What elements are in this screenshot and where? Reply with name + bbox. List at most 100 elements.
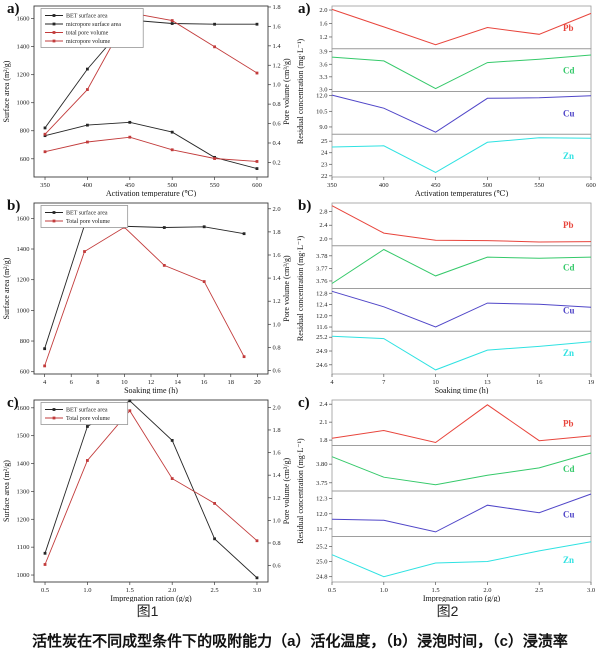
svg-text:0.6: 0.6 — [273, 368, 282, 375]
svg-text:3.9: 3.9 — [319, 49, 327, 56]
svg-text:1.4: 1.4 — [273, 43, 282, 50]
svg-text:Cu: Cu — [563, 108, 575, 118]
svg-text:550: 550 — [534, 182, 544, 189]
svg-text:Surface area (m²/g): Surface area (m²/g) — [2, 60, 11, 122]
svg-text:2.4: 2.4 — [319, 401, 328, 408]
figure1-panel-b-chart: 4 6 8 10 12 14 16 18 20 600 800 1000 1200 1400 1600 0.6… — [2, 202, 291, 394]
svg-text:1.2: 1.2 — [273, 495, 281, 502]
svg-text:3.77: 3.77 — [316, 265, 328, 272]
svg-text:800: 800 — [20, 338, 30, 345]
svg-text:Pb: Pb — [563, 418, 574, 428]
svg-text:1400: 1400 — [17, 44, 30, 51]
svg-text:0.6: 0.6 — [273, 121, 282, 128]
svg-text:3.75: 3.75 — [316, 480, 327, 487]
svg-text:1.0: 1.0 — [380, 587, 388, 594]
svg-text:19: 19 — [588, 379, 595, 386]
svg-text:1.6: 1.6 — [273, 252, 282, 259]
svg-text:550: 550 — [210, 182, 220, 189]
panel-letter-c: c) — [298, 395, 310, 411]
svg-text:11.7: 11.7 — [316, 526, 328, 533]
panel-letter-b: b) — [298, 198, 312, 214]
svg-text:4: 4 — [330, 379, 334, 386]
svg-text:BET surface area: BET surface area — [66, 210, 108, 217]
svg-text:1.4: 1.4 — [273, 472, 282, 479]
svg-text:8: 8 — [96, 379, 99, 386]
svg-text:3.3: 3.3 — [319, 74, 327, 81]
svg-text:24.8: 24.8 — [316, 574, 327, 581]
svg-text:1600: 1600 — [17, 215, 30, 222]
svg-text:1600: 1600 — [17, 16, 30, 23]
svg-text:Residual concentration (mg·L⁻¹: Residual concentration (mg·L⁻¹) — [296, 438, 305, 544]
figure2-caption: 图2 — [436, 603, 459, 619]
svg-text:10: 10 — [121, 379, 128, 386]
svg-text:22: 22 — [321, 173, 328, 180]
figure2-panel-a: 2.0 1.6 1.2 Pb 3.9 3.6 3.3 3.0 Cd 12.0 10.5 9.0 Cu 25… — [295, 0, 600, 197]
svg-text:7: 7 — [382, 379, 386, 386]
svg-text:0.8: 0.8 — [273, 101, 281, 108]
svg-text:Residual concentration (mg·L⁻¹: Residual concentration (mg·L⁻¹) — [296, 236, 305, 342]
svg-text:2.8: 2.8 — [319, 209, 327, 216]
svg-text:1400: 1400 — [17, 461, 30, 468]
svg-text:Total pore volume: Total pore volume — [66, 219, 110, 225]
svg-text:1200: 1200 — [17, 516, 30, 523]
svg-text:3.76: 3.76 — [316, 278, 328, 285]
svg-text:1.5: 1.5 — [126, 587, 134, 594]
svg-text:20: 20 — [254, 379, 261, 386]
figure1-panel-a: 350 400 450 500 550 600 600 800 1000 1200 1400 1600… — [0, 0, 295, 197]
svg-text:Soaking time (h): Soaking time (h) — [435, 386, 489, 394]
svg-text:450: 450 — [431, 182, 441, 189]
svg-text:Pore volume (cm³/g): Pore volume (cm³/g) — [282, 457, 291, 524]
svg-text:12.4: 12.4 — [316, 302, 328, 309]
svg-text:2.5: 2.5 — [535, 587, 543, 594]
panel-letter-b: b) — [7, 198, 21, 214]
svg-text:1.6: 1.6 — [273, 450, 282, 457]
svg-text:2.5: 2.5 — [211, 587, 219, 594]
svg-text:25.2: 25.2 — [316, 334, 327, 341]
svg-text:10: 10 — [432, 379, 439, 386]
svg-text:Total pore volume: Total pore volume — [66, 416, 110, 422]
svg-text:BET surface area: BET surface area — [66, 13, 108, 20]
svg-text:2.4: 2.4 — [319, 222, 328, 229]
svg-text:500: 500 — [167, 182, 177, 189]
svg-text:1200: 1200 — [17, 277, 30, 284]
figure2-panel-b: 2.8 2.4 2.0 Pb 3.78 3.77 3.76 Cd 12.8 12.4 12.0 11.… — [295, 197, 600, 394]
svg-text:0.2: 0.2 — [273, 159, 281, 166]
svg-text:3.0: 3.0 — [319, 86, 327, 93]
svg-text:1500: 1500 — [17, 433, 30, 440]
svg-text:Pb: Pb — [563, 23, 574, 33]
svg-text:1.0: 1.0 — [273, 321, 281, 328]
svg-text:1200: 1200 — [17, 72, 30, 79]
svg-text:16: 16 — [201, 379, 208, 386]
svg-text:24.6: 24.6 — [316, 362, 328, 369]
svg-text:2.0: 2.0 — [319, 7, 327, 14]
svg-text:2.1: 2.1 — [319, 419, 327, 426]
svg-text:24: 24 — [321, 150, 328, 157]
svg-text:25.2: 25.2 — [316, 543, 327, 550]
svg-text:1.5: 1.5 — [432, 587, 440, 594]
svg-text:16: 16 — [536, 379, 543, 386]
svg-text:1.0: 1.0 — [83, 587, 91, 594]
svg-text:1.0: 1.0 — [273, 517, 281, 524]
svg-text:12: 12 — [148, 379, 155, 386]
svg-text:1.8: 1.8 — [273, 229, 281, 236]
svg-text:2.0: 2.0 — [273, 404, 281, 411]
figure-2: 2.0 1.6 1.2 Pb 3.9 3.6 3.3 3.0 Cd 12.0 10.5 9.0 Cu 25… — [295, 0, 600, 620]
svg-text:350: 350 — [327, 182, 337, 189]
svg-text:1400: 1400 — [17, 246, 30, 253]
figure1-caption: 图1 — [136, 603, 159, 619]
svg-text:1000: 1000 — [17, 307, 30, 314]
svg-text:9.0: 9.0 — [319, 124, 327, 131]
svg-text:Activation temperatures (℃): Activation temperatures (℃) — [415, 189, 509, 197]
svg-text:1100: 1100 — [17, 544, 30, 551]
svg-text:Cd: Cd — [563, 464, 575, 474]
svg-text:1600: 1600 — [17, 405, 30, 412]
figure1-panel-c-chart: 0.5 1.0 1.5 2.0 2.5 3.0 1000 1100 1200 1300 1400 15… — [2, 399, 291, 602]
figure-1: 350 400 450 500 550 600 600 800 1000 1200 1400 1600… — [0, 0, 295, 620]
svg-text:3.78: 3.78 — [316, 253, 327, 260]
svg-text:13: 13 — [484, 379, 491, 386]
svg-text:0.8: 0.8 — [273, 344, 281, 351]
svg-text:total pore volume: total pore volume — [66, 31, 109, 37]
svg-text:micropore surface area: micropore surface area — [66, 21, 121, 28]
svg-text:1.4: 1.4 — [273, 275, 282, 282]
svg-text:Zn: Zn — [563, 151, 574, 161]
